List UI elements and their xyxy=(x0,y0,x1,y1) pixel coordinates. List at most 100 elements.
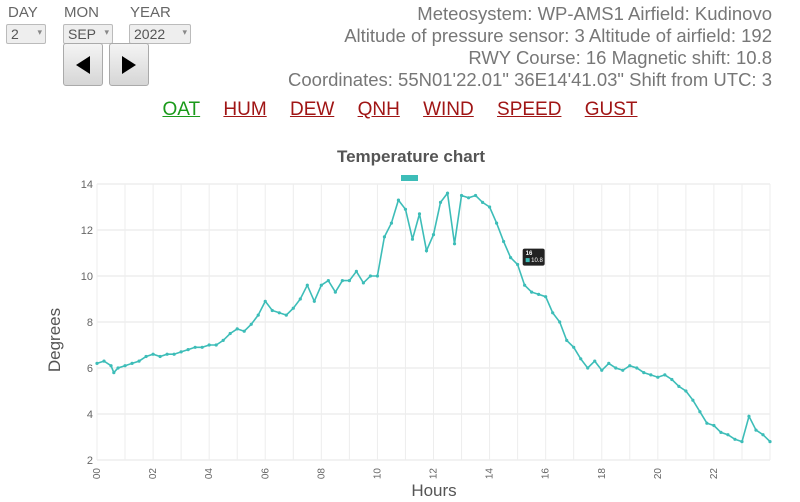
data-point[interactable] xyxy=(95,361,99,365)
data-point[interactable] xyxy=(705,421,709,425)
data-point[interactable] xyxy=(523,283,527,287)
data-point[interactable] xyxy=(593,359,597,363)
data-point[interactable] xyxy=(228,331,232,336)
data-point[interactable] xyxy=(635,366,639,370)
data-point[interactable] xyxy=(158,354,162,359)
data-point[interactable] xyxy=(417,212,422,216)
data-point[interactable] xyxy=(403,207,408,211)
tab-qnh[interactable]: QNH xyxy=(357,99,400,120)
data-point[interactable] xyxy=(558,320,562,324)
data-point[interactable] xyxy=(291,306,295,310)
legend-swatch[interactable] xyxy=(401,175,418,181)
data-point[interactable] xyxy=(712,423,716,428)
data-point[interactable] xyxy=(410,237,415,241)
data-point[interactable] xyxy=(726,433,730,437)
data-point[interactable] xyxy=(494,221,499,225)
data-point[interactable] xyxy=(516,262,520,267)
data-point[interactable] xyxy=(242,329,246,333)
data-point[interactable] xyxy=(530,290,534,294)
data-point[interactable] xyxy=(565,338,569,342)
data-point[interactable] xyxy=(621,368,625,372)
tab-hum[interactable]: HUM xyxy=(223,99,267,120)
data-point[interactable] xyxy=(607,361,611,365)
data-point[interactable] xyxy=(544,295,548,299)
data-point[interactable] xyxy=(109,364,113,368)
data-point[interactable] xyxy=(663,373,667,377)
data-point[interactable] xyxy=(502,239,506,244)
data-point[interactable] xyxy=(207,343,211,347)
data-point[interactable] xyxy=(249,322,253,326)
data-point[interactable] xyxy=(614,366,618,370)
data-point[interactable] xyxy=(165,352,169,356)
data-point[interactable] xyxy=(768,440,772,444)
data-point[interactable] xyxy=(452,242,457,246)
data-point[interactable] xyxy=(473,193,478,198)
data-point[interactable] xyxy=(102,359,106,363)
tab-wind[interactable]: WIND xyxy=(423,99,474,120)
next-day-button[interactable] xyxy=(109,43,149,86)
data-point[interactable] xyxy=(144,354,148,359)
data-point[interactable] xyxy=(677,384,681,388)
data-point[interactable] xyxy=(698,410,702,414)
data-point[interactable] xyxy=(480,200,485,204)
data-point[interactable] xyxy=(445,191,450,195)
data-point[interactable] xyxy=(263,299,267,303)
data-point[interactable] xyxy=(116,366,120,370)
data-point[interactable] xyxy=(754,428,758,432)
data-point[interactable] xyxy=(186,348,190,352)
data-point[interactable] xyxy=(382,235,387,239)
prev-day-button[interactable] xyxy=(63,43,103,86)
data-point[interactable] xyxy=(368,274,373,278)
data-point[interactable] xyxy=(572,345,576,349)
data-point[interactable] xyxy=(509,256,513,260)
data-point[interactable] xyxy=(761,433,765,437)
data-point[interactable] xyxy=(312,299,316,303)
data-point[interactable] xyxy=(151,352,155,356)
data-point[interactable] xyxy=(740,440,744,444)
data-point[interactable] xyxy=(214,343,218,347)
tab-dew[interactable]: DEW xyxy=(289,99,335,120)
data-point[interactable] xyxy=(396,198,401,202)
data-point[interactable] xyxy=(438,200,443,204)
data-point[interactable] xyxy=(670,377,674,382)
data-point[interactable] xyxy=(551,311,555,315)
data-point[interactable] xyxy=(579,357,583,361)
data-point[interactable] xyxy=(193,345,197,349)
data-point[interactable] xyxy=(361,281,365,285)
data-point[interactable] xyxy=(537,292,541,296)
tab-gust[interactable]: GUST xyxy=(584,99,638,120)
data-point[interactable] xyxy=(298,297,302,301)
data-point[interactable] xyxy=(277,311,281,315)
data-point[interactable] xyxy=(747,414,751,418)
data-point[interactable] xyxy=(586,366,590,370)
data-point[interactable] xyxy=(179,350,183,354)
data-point[interactable] xyxy=(319,283,323,287)
data-point[interactable] xyxy=(235,327,239,331)
data-point[interactable] xyxy=(649,373,653,377)
data-point[interactable] xyxy=(628,364,632,368)
data-point[interactable] xyxy=(389,221,394,225)
data-point[interactable] xyxy=(684,389,688,393)
data-point[interactable] xyxy=(326,279,330,283)
month-select[interactable]: SEP ▾ xyxy=(63,24,113,44)
data-point[interactable] xyxy=(354,269,358,273)
data-point[interactable] xyxy=(130,361,134,365)
data-point[interactable] xyxy=(200,345,204,349)
data-point[interactable] xyxy=(487,205,492,209)
data-point[interactable] xyxy=(270,308,274,313)
data-point[interactable] xyxy=(305,283,309,287)
data-point[interactable] xyxy=(466,196,471,200)
data-point[interactable] xyxy=(340,279,344,283)
year-select[interactable]: 2022 ▾ xyxy=(129,24,191,44)
data-point[interactable] xyxy=(112,371,116,375)
data-point[interactable] xyxy=(347,279,351,283)
data-point[interactable] xyxy=(256,313,260,317)
data-point[interactable] xyxy=(733,437,737,441)
data-point[interactable] xyxy=(424,249,429,253)
data-point[interactable] xyxy=(123,364,127,368)
data-point[interactable] xyxy=(284,313,288,317)
data-point[interactable] xyxy=(719,430,723,434)
tab-speed[interactable]: SPEED xyxy=(497,99,562,120)
data-point[interactable] xyxy=(691,398,695,402)
data-point[interactable] xyxy=(459,193,464,198)
